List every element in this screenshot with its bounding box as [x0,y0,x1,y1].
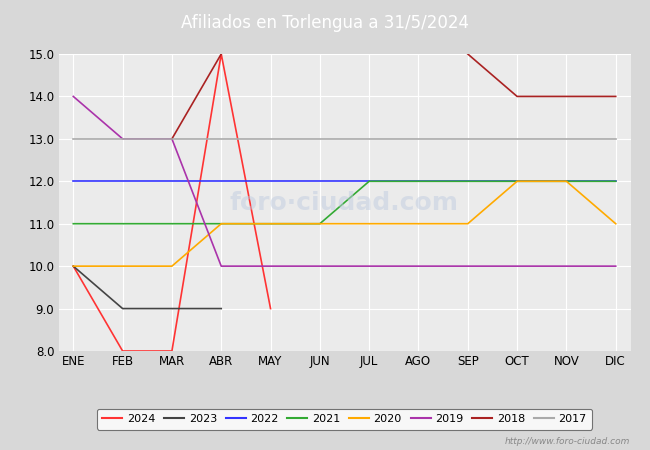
Text: http://www.foro-ciudad.com: http://www.foro-ciudad.com [505,436,630,446]
Text: foro·ciudad.com: foro·ciudad.com [230,190,459,215]
Text: Afiliados en Torlengua a 31/5/2024: Afiliados en Torlengua a 31/5/2024 [181,14,469,32]
Legend: 2024, 2023, 2022, 2021, 2020, 2019, 2018, 2017: 2024, 2023, 2022, 2021, 2020, 2019, 2018… [97,409,592,430]
